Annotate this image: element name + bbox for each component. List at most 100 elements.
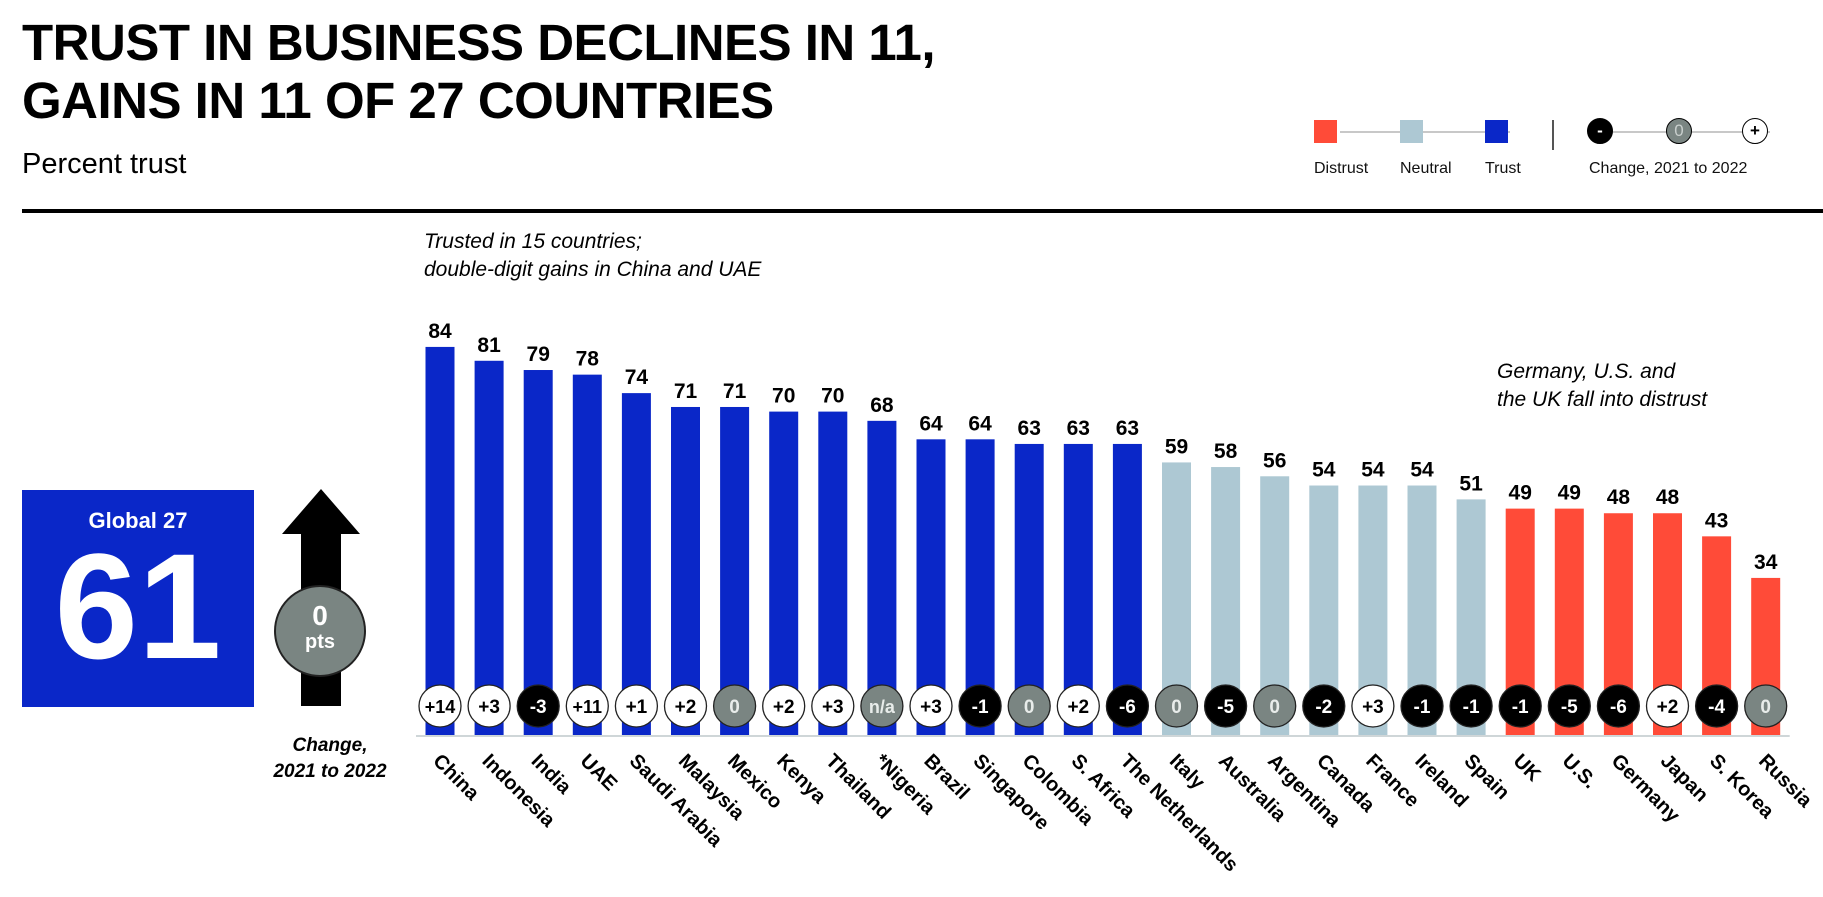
change-badge — [1253, 684, 1297, 728]
data-label: 56 — [1263, 449, 1286, 472]
change-badge-label: -3 — [530, 697, 547, 718]
change-badge — [1154, 684, 1199, 728]
data-label: 54 — [1361, 459, 1385, 482]
global-change-caption-line-2: 2021 to 2022 — [273, 761, 387, 782]
data-label: 43 — [1705, 509, 1728, 532]
bar-5 — [671, 406, 700, 735]
change-badge — [1744, 684, 1788, 728]
change-badge — [1498, 684, 1542, 728]
change-badge-label: -1 — [1414, 697, 1431, 718]
global-27-box: Global 27 61 — [22, 490, 254, 707]
change-badge — [1007, 684, 1051, 728]
change-badge — [1694, 684, 1739, 728]
change-badge-label: +2 — [675, 697, 697, 718]
legend-swatch-trust — [1485, 120, 1508, 143]
header-rule — [22, 209, 1823, 213]
tick-label: UK — [1509, 750, 1545, 786]
tick-label: Italy — [1165, 750, 1209, 794]
global-change-caption: Change, 2021 to 2022 — [255, 733, 405, 785]
data-label: 58 — [1214, 440, 1238, 463]
subtitle: Percent trust — [22, 148, 187, 180]
legend-change-zero: 0 — [1666, 118, 1692, 144]
data-label: 71 — [723, 380, 747, 403]
legend-label-neutral: Neutral — [1400, 160, 1452, 177]
change-badge-label: -1 — [972, 697, 989, 718]
change-badge-label: -5 — [1561, 697, 1578, 718]
data-label: 49 — [1509, 482, 1532, 505]
data-label: 70 — [772, 385, 795, 408]
bar-8 — [818, 411, 848, 735]
data-label: 63 — [1067, 417, 1090, 440]
change-badge-label: -4 — [1708, 697, 1725, 718]
annotation-trusted-line-1: Trusted in 15 countries; — [424, 230, 642, 253]
data-label: 64 — [919, 412, 943, 435]
change-badge-label: +3 — [478, 697, 500, 718]
global-change-badge: 0 pts — [274, 585, 366, 677]
change-badge — [614, 684, 659, 728]
legend-scale-line — [1340, 131, 1510, 133]
change-badge-label: +3 — [1362, 697, 1384, 718]
change-badge — [958, 684, 1002, 728]
data-label: 79 — [527, 343, 550, 366]
data-label: 54 — [1410, 459, 1434, 482]
change-badge — [1645, 684, 1690, 728]
annotation-distrust: Germany, U.S. and the UK fall into distr… — [1497, 358, 1707, 414]
change-badge-label: 0 — [1024, 697, 1035, 718]
change-badge — [1056, 684, 1100, 728]
data-label: 63 — [1018, 417, 1041, 440]
global-change-value: 0 — [312, 600, 328, 631]
bar-1 — [474, 360, 504, 735]
legend-change-positive: + — [1742, 118, 1768, 144]
annotation-distrust-line-1: Germany, U.S. and — [1497, 360, 1676, 383]
legend-change-negative: - — [1587, 118, 1613, 144]
change-badge — [1302, 684, 1346, 728]
change-badge-label: +14 — [425, 697, 456, 717]
change-badge-label: 0 — [1171, 697, 1182, 718]
data-label: 63 — [1116, 417, 1139, 440]
tick-label: U.S. — [1558, 750, 1601, 793]
change-badge — [418, 684, 462, 728]
change-badge — [712, 684, 757, 728]
annotation-trusted-line-2: double-digit gains in China and UAE — [424, 258, 762, 281]
data-label: 48 — [1607, 486, 1631, 509]
change-badge-label: +1 — [626, 697, 648, 718]
change-badge — [1203, 684, 1248, 728]
data-label: 68 — [870, 394, 894, 417]
global-change-caption-line-1: Change, — [292, 735, 368, 756]
change-badge-label: -2 — [1315, 697, 1332, 718]
data-label: 54 — [1312, 459, 1336, 482]
change-badge-label: 0 — [729, 697, 740, 718]
change-badge-label: +2 — [773, 697, 795, 718]
change-badge-label: +3 — [822, 697, 844, 718]
change-badge-label: -5 — [1217, 697, 1234, 718]
legend-label-trust: Trust — [1485, 160, 1521, 177]
bar-3 — [572, 374, 602, 735]
data-label: 74 — [625, 366, 649, 389]
global-label: Global 27 — [88, 508, 188, 533]
data-label: 81 — [477, 334, 501, 357]
bar-6 — [720, 406, 750, 735]
change-badge — [1400, 684, 1444, 728]
data-label: 78 — [576, 348, 600, 371]
change-badge-label: -6 — [1610, 697, 1627, 718]
change-badge-label: -6 — [1119, 697, 1136, 718]
data-label: 84 — [428, 320, 452, 343]
tick-label: Ireland — [1410, 750, 1472, 812]
legend-swatch-distrust — [1314, 120, 1337, 143]
change-badge — [909, 684, 953, 728]
data-label: 64 — [968, 412, 992, 435]
legend-swatch-neutral — [1400, 120, 1423, 143]
change-badge — [467, 684, 511, 728]
data-label: 34 — [1754, 551, 1778, 574]
change-badge — [1596, 684, 1641, 728]
global-value: 61 — [54, 522, 222, 690]
bar-9 — [867, 420, 897, 735]
tick-label: UAE — [576, 750, 621, 795]
data-label: 48 — [1656, 486, 1680, 509]
change-badge-label: +3 — [920, 697, 942, 718]
change-badge — [565, 684, 609, 728]
legend-separator — [1552, 120, 1554, 150]
bar-7 — [769, 411, 799, 735]
change-badge-label: +11 — [573, 697, 603, 717]
